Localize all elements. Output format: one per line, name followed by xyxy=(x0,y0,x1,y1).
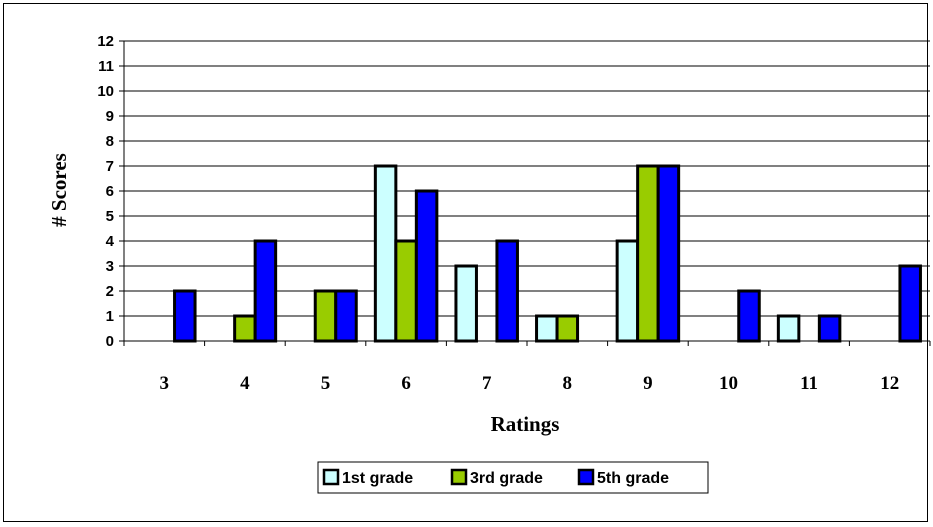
bar-5th-grade-4 xyxy=(253,239,278,343)
bar-1st-grade-8 xyxy=(535,314,559,343)
y-tick-label: 9 xyxy=(106,108,114,125)
axes xyxy=(119,40,931,346)
bar-1st-grade-9 xyxy=(615,239,640,343)
bar-5th-grade-5 xyxy=(334,289,358,343)
bar-3rd-grade-9 xyxy=(636,164,660,343)
bar-5th-grade-10 xyxy=(737,289,761,343)
legend-swatch xyxy=(577,468,595,486)
y-tick-label: 6 xyxy=(106,183,114,200)
bar-5th-grade-9 xyxy=(656,164,681,343)
bar-3rd-grade-8 xyxy=(555,314,580,343)
y-tick-label: 12 xyxy=(97,33,114,50)
x-tick-label: 4 xyxy=(240,373,250,394)
bar-3rd-grade-5 xyxy=(313,289,338,343)
bars xyxy=(173,164,922,343)
legend-label: 3rd grade xyxy=(470,470,543,487)
y-tick-label: 0 xyxy=(106,333,114,350)
bar-3rd-grade-6 xyxy=(394,239,418,343)
bar-5th-grade-3 xyxy=(173,289,197,343)
x-tick-label: 5 xyxy=(321,373,331,394)
y-tick-label: 10 xyxy=(97,83,114,100)
bar-5th-grade-7 xyxy=(495,239,519,343)
y-tick-label: 3 xyxy=(106,258,114,275)
legend: 1st grade 3rd grade 5th grade xyxy=(322,468,669,487)
y-tick-label: 1 xyxy=(106,308,114,325)
x-tick-label: 7 xyxy=(482,373,492,394)
legend-swatch xyxy=(450,468,468,486)
x-tick-label: 6 xyxy=(401,373,411,394)
bar-1st-grade-6 xyxy=(373,164,398,343)
x-tick-label: 11 xyxy=(800,373,818,394)
y-axis-title: # Scores xyxy=(47,153,71,227)
gridlines xyxy=(124,40,930,317)
x-tick-label: 10 xyxy=(719,373,738,394)
y-tick-label: 4 xyxy=(106,233,115,250)
x-tick-labels: 3 4 5 6 7 8 9 10 11 12 xyxy=(160,373,900,394)
x-axis-title: Ratings xyxy=(491,412,560,436)
x-tick-label: 3 xyxy=(160,373,170,394)
x-tick-label: 9 xyxy=(643,373,653,394)
legend-swatch xyxy=(322,468,340,486)
bar-5th-grade-6 xyxy=(414,189,439,343)
bar-5th-grade-12 xyxy=(898,264,922,343)
x-tick-label: 12 xyxy=(880,373,899,394)
legend-box xyxy=(317,461,709,494)
legend-label: 1st grade xyxy=(342,470,413,487)
y-tick-label: 2 xyxy=(106,283,114,300)
legend-label: 5th grade xyxy=(597,470,669,487)
bar-3rd-grade-4 xyxy=(233,314,257,343)
y-tick-label: 11 xyxy=(98,58,114,75)
y-tick-label: 5 xyxy=(106,208,114,225)
bar-1st-grade-7 xyxy=(454,264,478,343)
bar-5th-grade-11 xyxy=(817,314,842,343)
bar-1st-grade-11 xyxy=(776,314,801,343)
y-tick-label: 8 xyxy=(106,133,114,150)
y-tick-label: 7 xyxy=(106,158,114,175)
chart-frame xyxy=(3,3,928,522)
x-tick-label: 8 xyxy=(563,373,573,394)
